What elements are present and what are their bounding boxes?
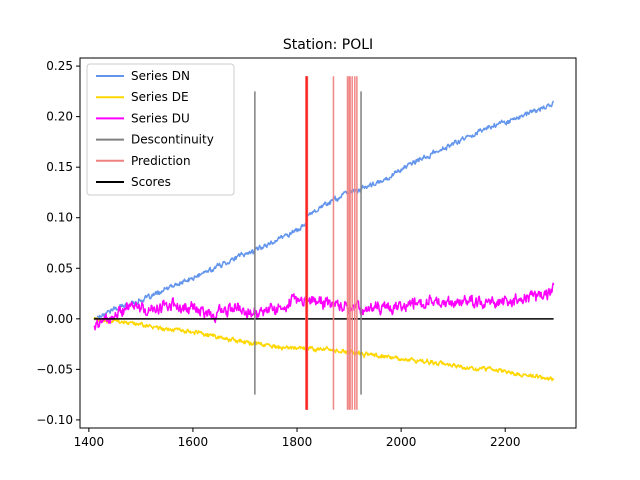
y-tick-label-5: 0.15 (46, 160, 73, 174)
x-tick-label-2: 1800 (282, 435, 313, 449)
legend-label-5: Scores (131, 175, 171, 189)
axes: 1400 1600 1800 2000 2200 −0.10 −0.05 0.00 0.05 0.… (36, 57, 577, 449)
plot-area (93, 76, 555, 410)
series-de-line (93, 316, 555, 382)
legend: Series DN Series DE Series DU Descontinuity… (86, 63, 235, 196)
series-dn-line (93, 100, 555, 321)
plot-inner (93, 76, 555, 410)
x-tick-label-3: 2000 (386, 435, 417, 449)
legend-label-0: Series DN (131, 69, 190, 83)
legend-label-3: Descontinuity (131, 133, 214, 147)
legend-label-4: Prediction (131, 154, 191, 168)
x-tick-label-1: 1600 (178, 435, 209, 449)
legend-label-2: Series DU (131, 111, 190, 125)
x-tick-label-4: 2200 (490, 435, 521, 449)
y-tick-label-4: 0.10 (46, 211, 73, 225)
y-tick-label-3: 0.05 (46, 261, 73, 275)
y-tick-label-0: −0.10 (36, 413, 73, 427)
y-tick-label-1: −0.05 (36, 362, 73, 376)
y-tick-label-2: 0.00 (46, 312, 73, 326)
x-tick-label-0: 1400 (74, 435, 105, 449)
y-tick-label-6: 0.20 (46, 110, 73, 124)
legend-label-1: Series DE (131, 90, 189, 104)
y-tick-label-7: 0.25 (46, 59, 73, 73)
chart-title: Station: POLI (283, 37, 373, 53)
axes-frame (79, 57, 577, 429)
series-du-line (93, 282, 555, 331)
